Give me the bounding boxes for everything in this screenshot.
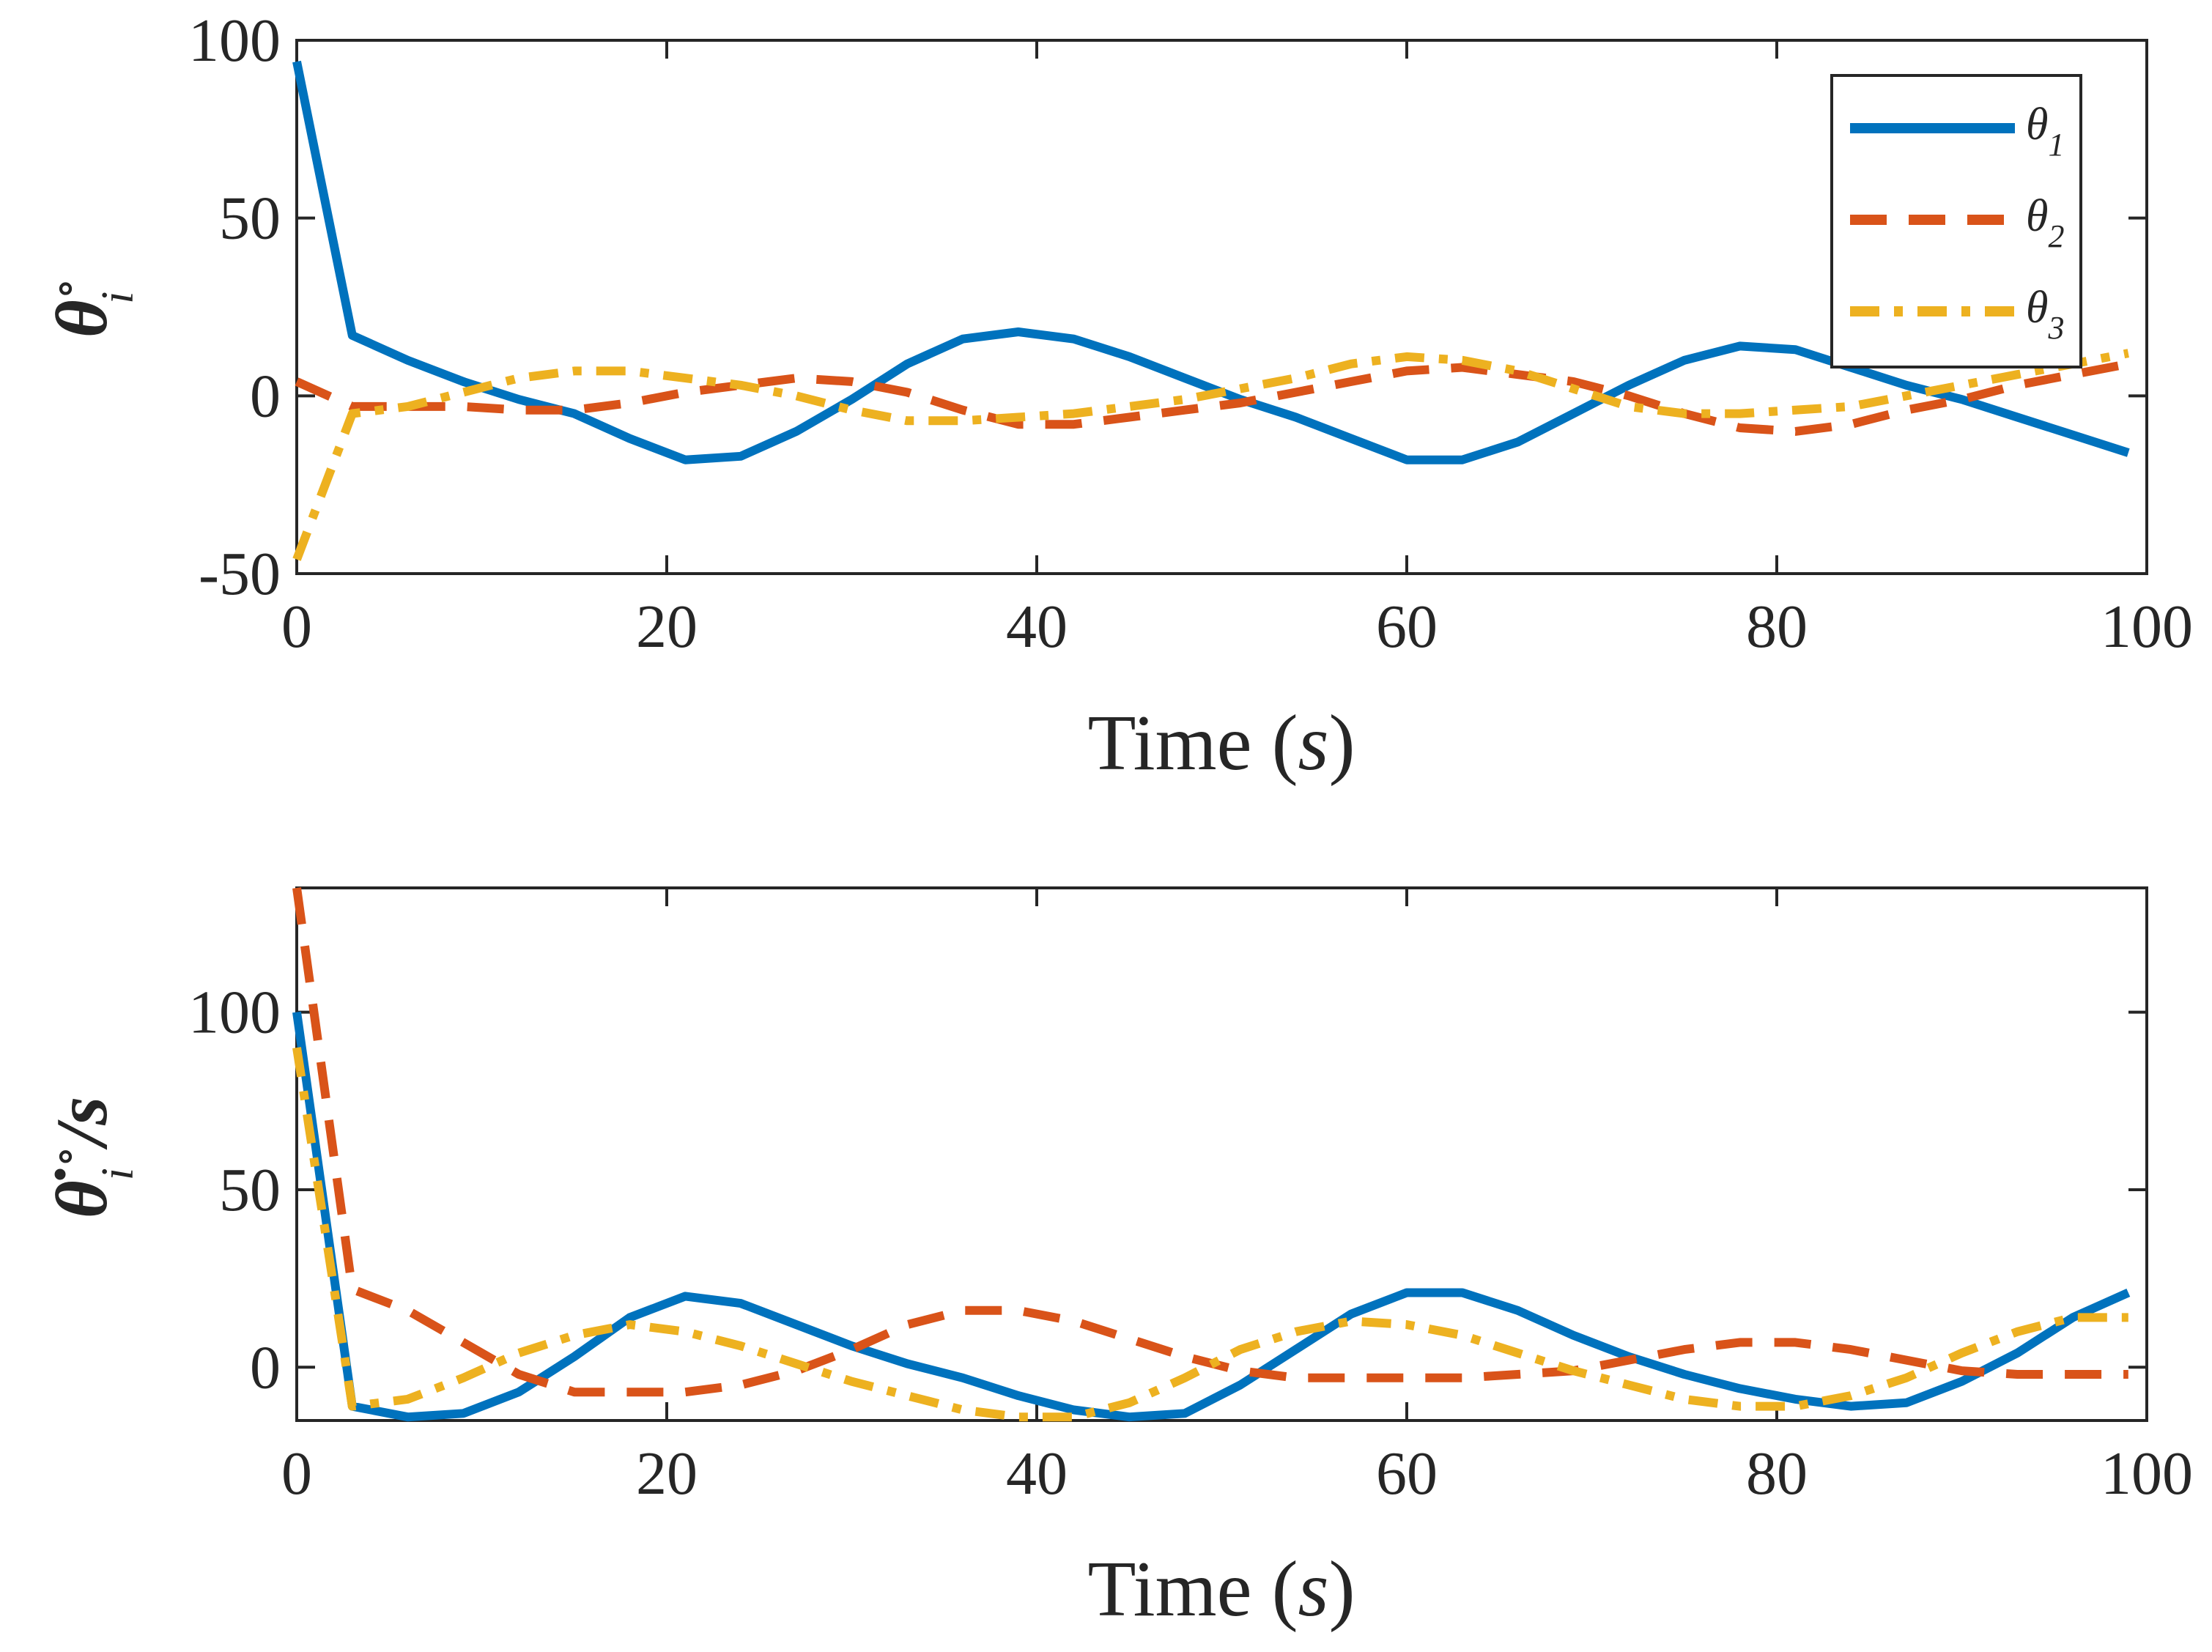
top-axes-box bbox=[295, 39, 2148, 575]
bottom-x-tick-label: 20 bbox=[636, 1440, 698, 1508]
top-series-line-2 bbox=[295, 359, 2129, 436]
top-series bbox=[292, 60, 2130, 561]
top-y-tick-label: -50 bbox=[199, 540, 281, 608]
top-x-axis-label: Time (s) bbox=[1087, 700, 1355, 787]
top-x-tick-label: 100 bbox=[2101, 593, 2193, 661]
top-x-tick-label: 20 bbox=[636, 593, 698, 661]
bottom-x-tick-label: 80 bbox=[1746, 1440, 1808, 1508]
bottom-x-tick-label: 40 bbox=[1006, 1440, 1068, 1508]
top-x-tick-label: 40 bbox=[1006, 593, 1068, 661]
top-y-tick-label: 0 bbox=[250, 362, 281, 430]
bottom-series-line-3 bbox=[292, 1047, 2128, 1422]
top-x-tick-label: 0 bbox=[281, 593, 312, 661]
bottom-series bbox=[292, 887, 2131, 1422]
bottom-x-tick-label: 60 bbox=[1376, 1440, 1438, 1508]
top-series-line-3 bbox=[292, 349, 2129, 561]
legend-label-theta3: θ3 bbox=[2026, 283, 2064, 346]
legend-item-theta3: θ3 bbox=[1850, 283, 2064, 346]
bottom-x-ticks: 0 20 40 60 80 100 bbox=[281, 888, 2193, 1508]
top-x-ticks: 0 20 40 60 80 100 bbox=[281, 40, 2193, 661]
bottom-y-ticks: 0 50 100 bbox=[188, 979, 2147, 1401]
legend-item-theta1: θ1 bbox=[1850, 100, 2064, 163]
top-y-axis-label: θ∘i bbox=[40, 278, 143, 338]
legend-label-theta2: θ2 bbox=[2026, 191, 2064, 254]
legend-item-theta2: θ2 bbox=[1850, 191, 2064, 254]
top-y-tick-label: 100 bbox=[188, 7, 281, 75]
bottom-y-tick-label: 0 bbox=[250, 1333, 281, 1401]
bottom-axes-box bbox=[295, 886, 2148, 1422]
top-y-tick-label: 50 bbox=[219, 185, 281, 253]
bottom-y-tick-label: 50 bbox=[219, 1156, 281, 1224]
top-x-tick-label: 80 bbox=[1746, 593, 1808, 661]
bottom-x-axis-label: Time (s) bbox=[1087, 1546, 1355, 1633]
top-series-line-1 bbox=[292, 60, 2130, 464]
bottom-x-tick-label: 0 bbox=[281, 1440, 312, 1508]
bottom-x-tick-label: 100 bbox=[2101, 1440, 2193, 1508]
legend-label-theta1: θ1 bbox=[2026, 100, 2064, 163]
legend: θ1 θ2 θ3 bbox=[1830, 74, 2082, 368]
bottom-y-tick-label: 100 bbox=[188, 979, 281, 1047]
top-x-tick-label: 60 bbox=[1376, 593, 1438, 661]
top-y-ticks: -50 0 50 100 bbox=[188, 7, 2147, 608]
